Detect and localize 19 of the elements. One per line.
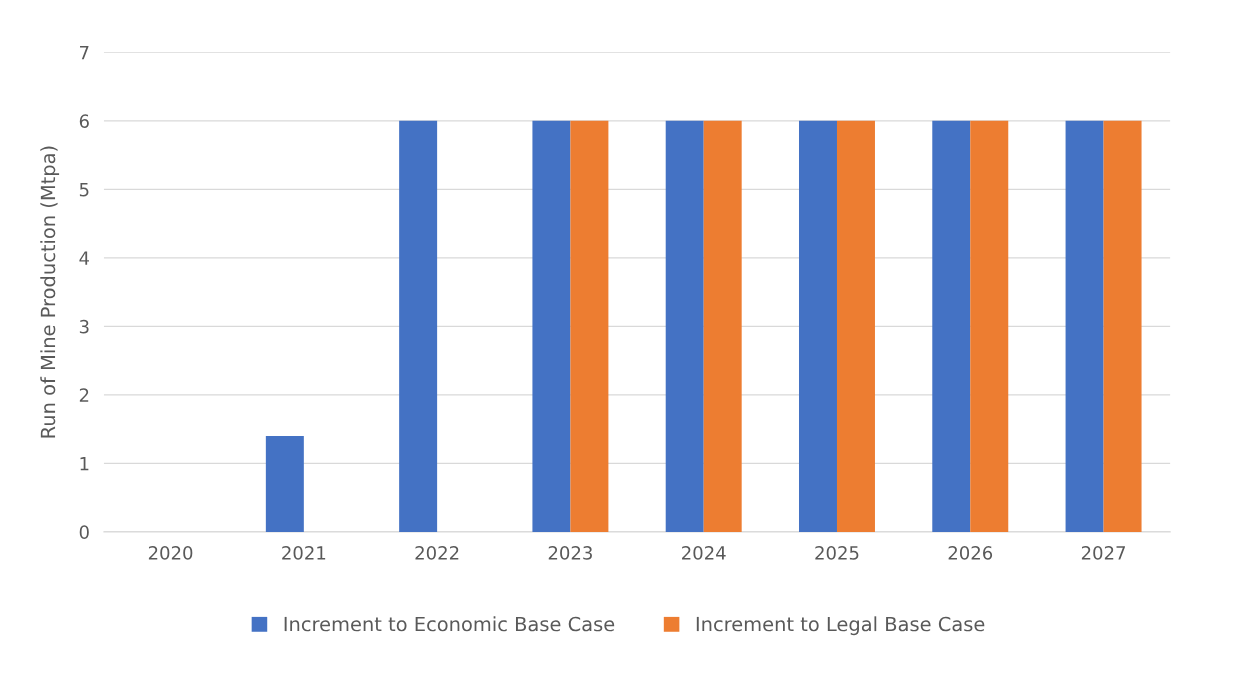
y-tick-label: 3: [79, 319, 89, 334]
x-tick-label: 2023: [548, 546, 592, 560]
legend-label: Increment to Legal Base Case: [696, 616, 985, 636]
y-tick-label: 4: [79, 251, 90, 265]
x-tick-label: 2027: [1081, 546, 1125, 560]
y-tick-label: 1: [80, 457, 89, 471]
legend-label: Increment to Economic Base Case: [284, 616, 615, 632]
y-tick-label: 2: [79, 388, 89, 402]
y-tick-label: 6: [79, 114, 89, 128]
x-tick-label: 2021: [282, 546, 326, 560]
x-tick-label: 2026: [948, 546, 993, 560]
x-tick-label: 2020: [148, 546, 193, 560]
y-tick-label: 7: [80, 46, 89, 60]
x-tick-label: 2022: [415, 546, 459, 560]
y-axis-title: Run of Mine Production (Mtpa): [40, 146, 60, 438]
x-tick-label: 2024: [682, 546, 726, 560]
y-tick-label: 0: [79, 525, 89, 539]
y-tick-label: 5: [79, 183, 89, 197]
x-tick-label: 2025: [815, 546, 859, 560]
